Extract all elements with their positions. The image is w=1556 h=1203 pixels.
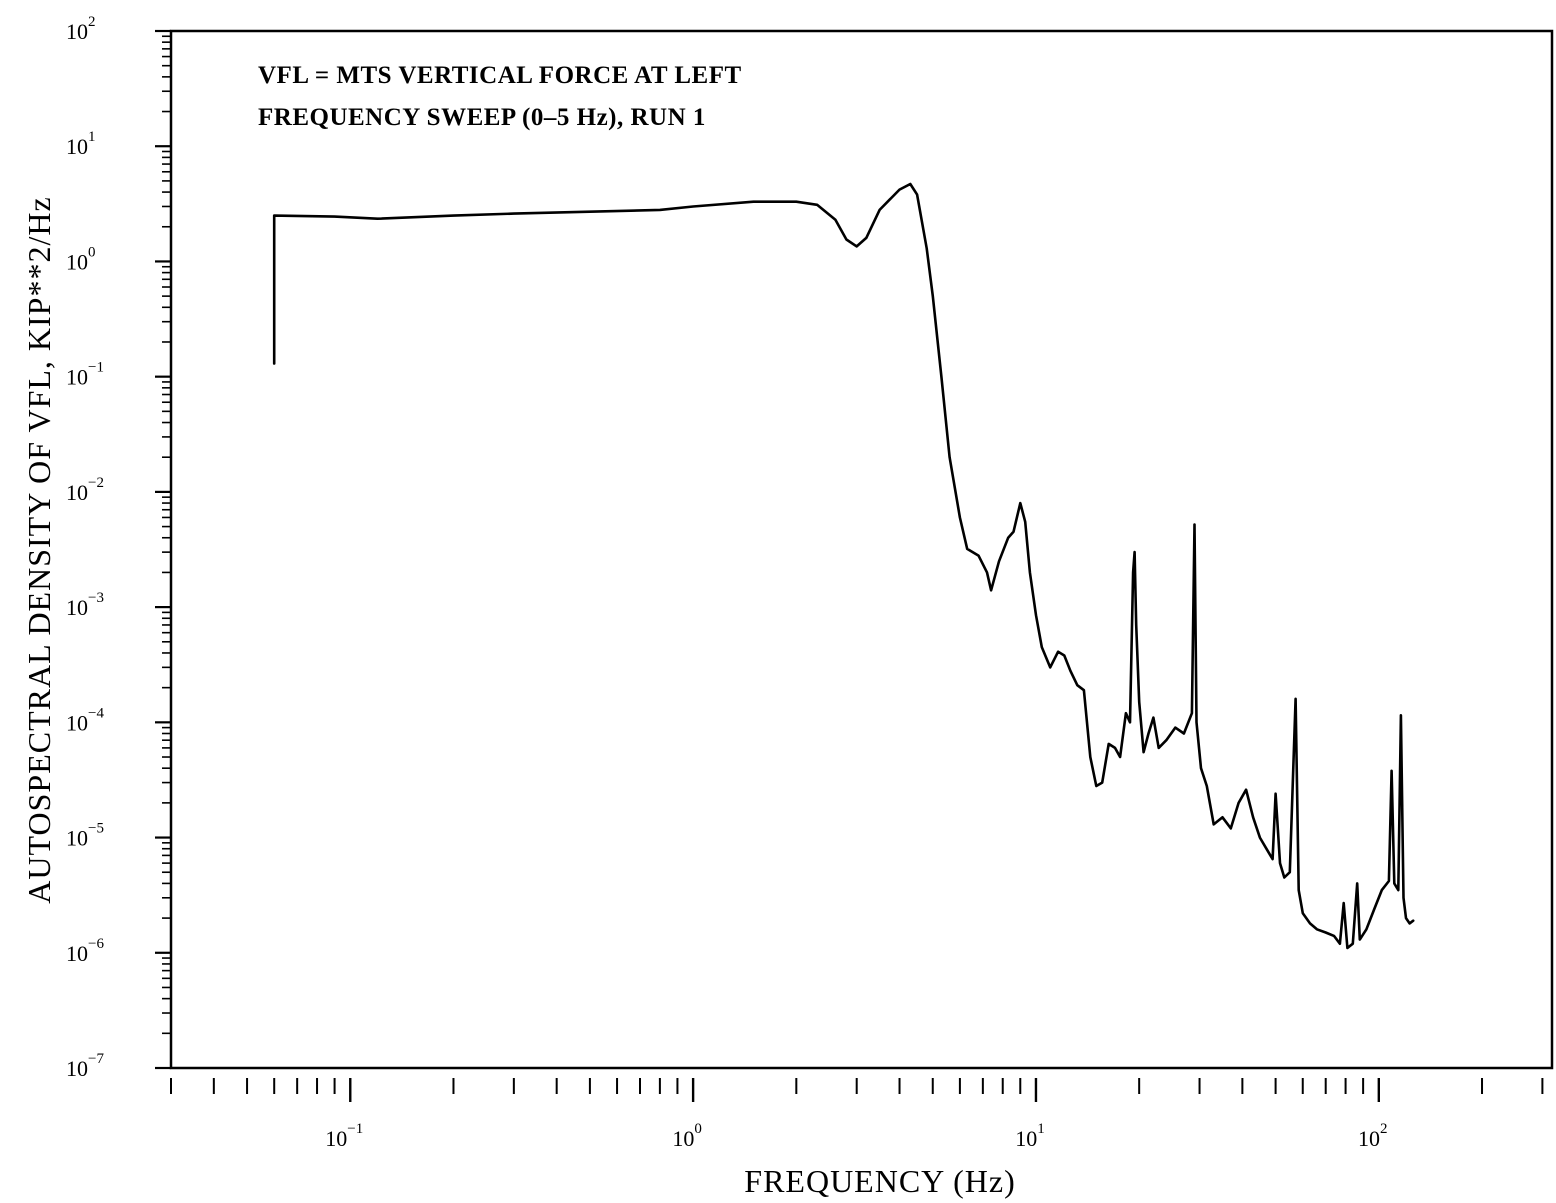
- x-tick-label: 10−1: [325, 1121, 363, 1151]
- plot-area-frame: [169, 29, 1554, 1070]
- y-tick-label: 102: [66, 14, 96, 44]
- x-tick-label: 102: [1358, 1121, 1388, 1151]
- y-axis-ticks: [155, 29, 171, 1070]
- x-tick-label: 100: [672, 1121, 702, 1151]
- y-tick-label: 10−6: [66, 936, 104, 966]
- series-line: [272, 182, 1415, 950]
- y-tick-label: 10−2: [66, 475, 104, 505]
- y-axis-title: AUTOSPECTRAL DENSITY OF VFL, KIP**2/Hz: [21, 196, 57, 903]
- annotation-line-2: FREQUENCY SWEEP (0–5 Hz), RUN 1: [258, 104, 706, 131]
- x-axis-title: FREQUENCY (Hz): [744, 1163, 1015, 1199]
- y-tick-label: 10−4: [66, 705, 104, 735]
- y-tick-label: 10−7: [66, 1051, 104, 1081]
- annotation-line-1: VFL = MTS VERTICAL FORCE AT LEFT: [258, 62, 742, 89]
- y-tick-label: 10−1: [66, 360, 104, 390]
- y-tick-label: 10−5: [66, 821, 104, 851]
- x-axis-tick-labels: 10−1 100 101 102: [325, 1121, 1387, 1151]
- y-tick-label: 100: [66, 244, 96, 274]
- x-tick-label: 101: [1015, 1121, 1045, 1151]
- x-axis-ticks: [170, 1078, 1544, 1102]
- y-axis-tick-labels: 10−7 10−6 10−5 10−4 10−3 10−2 10−1 100 101 102: [66, 14, 104, 1081]
- y-tick-label: 10−3: [66, 590, 104, 620]
- y-tick-label: 101: [66, 129, 96, 159]
